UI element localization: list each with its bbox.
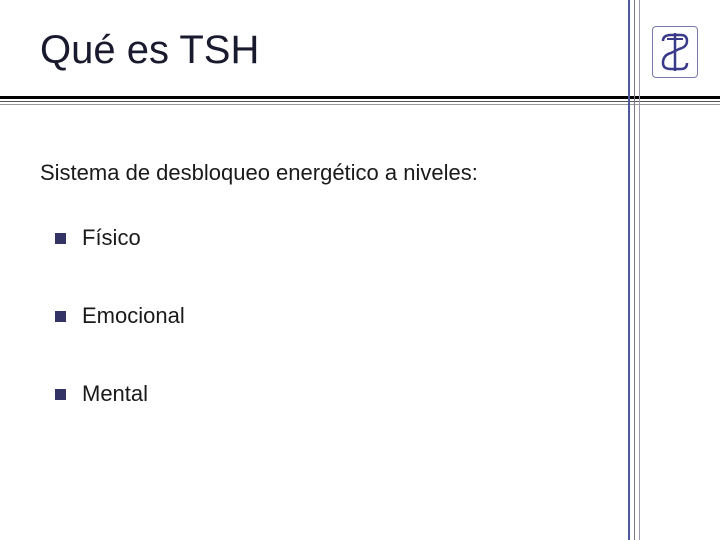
tsh-logo-icon: [657, 31, 693, 73]
horizontal-rule-tertiary: [0, 104, 720, 105]
bullet-list: Físico Emocional Mental: [55, 225, 185, 459]
tsh-logo: [652, 26, 698, 78]
vertical-rule-secondary: [634, 0, 635, 540]
vertical-rule-tertiary: [639, 0, 640, 540]
bullet-text: Mental: [82, 381, 148, 407]
vertical-rule-group: [628, 0, 640, 540]
bullet-text: Físico: [82, 225, 141, 251]
vertical-rule-primary: [628, 0, 630, 540]
bullet-square-icon: [55, 311, 66, 322]
horizontal-rule-group: [0, 96, 720, 105]
list-item: Emocional: [55, 303, 185, 329]
list-item: Mental: [55, 381, 185, 407]
bullet-square-icon: [55, 233, 66, 244]
bullet-text: Emocional: [82, 303, 185, 329]
horizontal-rule-primary: [0, 96, 720, 99]
list-item: Físico: [55, 225, 185, 251]
slide-title: Qué es TSH: [40, 28, 680, 73]
horizontal-rule-secondary: [0, 101, 720, 102]
slide-container: Qué es TSH Sistema de desbloqueo energét…: [0, 0, 720, 540]
bullet-square-icon: [55, 389, 66, 400]
slide-subtitle: Sistema de desbloqueo energético a nivel…: [40, 160, 478, 186]
